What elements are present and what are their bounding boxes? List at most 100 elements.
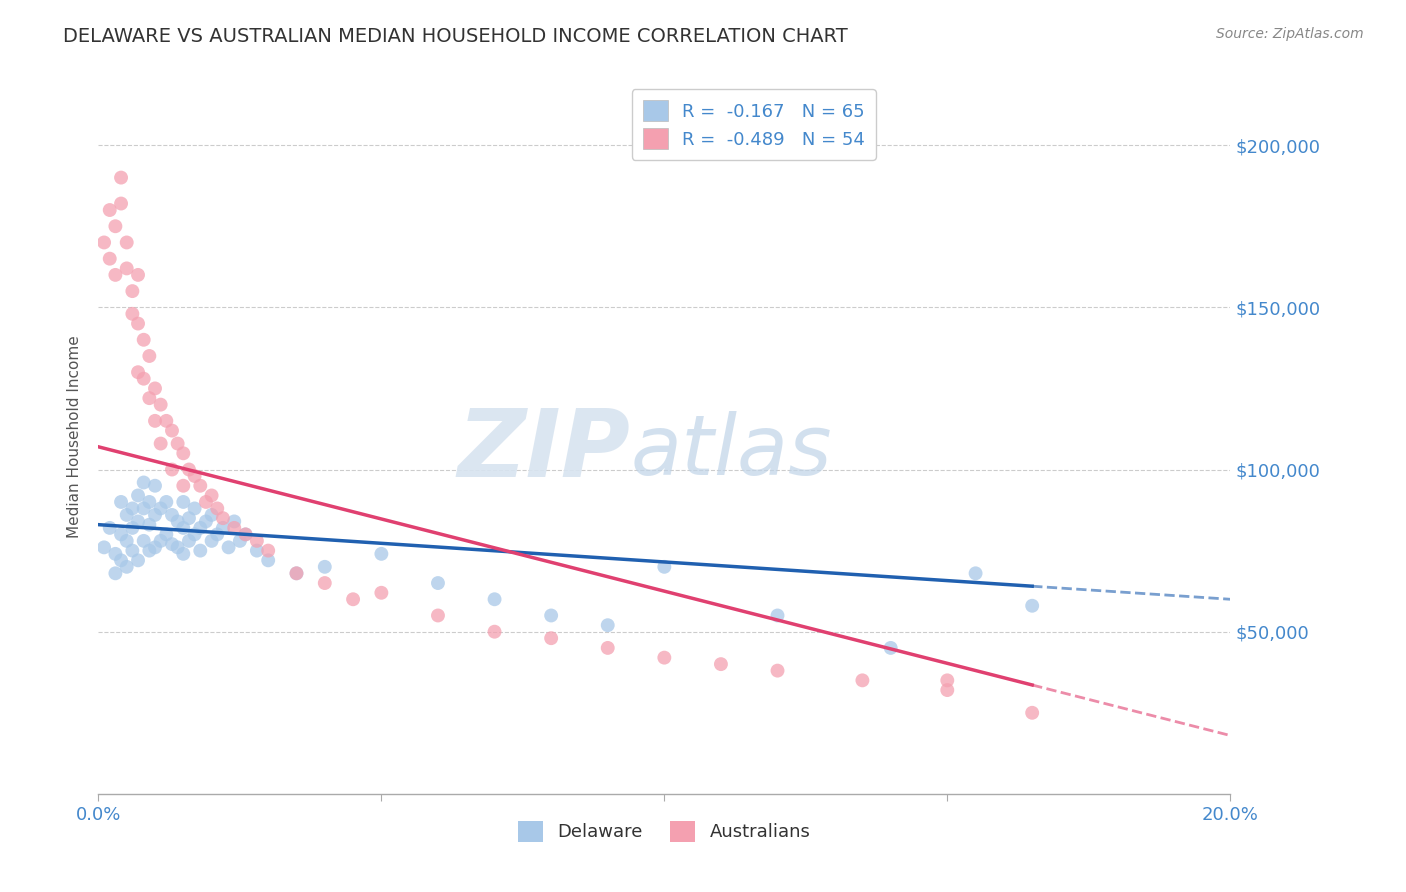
- Point: [1021, 706, 1043, 720]
- Point: [155, 495, 177, 509]
- Text: atlas: atlas: [630, 411, 832, 491]
- Point: [218, 541, 240, 555]
- Point: [149, 501, 172, 516]
- Point: [652, 650, 676, 665]
- Point: [540, 631, 562, 645]
- Point: [207, 501, 229, 516]
- Point: [155, 414, 177, 428]
- Point: [484, 624, 506, 639]
- Point: [166, 515, 188, 529]
- Point: [257, 543, 280, 558]
- Point: [188, 479, 211, 493]
- Point: [160, 424, 183, 438]
- Point: [314, 576, 336, 591]
- Point: [127, 365, 149, 379]
- Point: [596, 618, 619, 632]
- Point: [98, 252, 121, 266]
- Point: [138, 495, 160, 509]
- Point: [121, 284, 143, 298]
- Point: [194, 495, 217, 509]
- Point: [177, 533, 200, 548]
- Point: [314, 559, 336, 574]
- Point: [183, 501, 205, 516]
- Point: [149, 533, 172, 548]
- Point: [183, 469, 205, 483]
- Point: [110, 495, 132, 509]
- Point: [212, 511, 235, 525]
- Point: [235, 527, 257, 541]
- Point: [138, 543, 160, 558]
- Point: [172, 521, 194, 535]
- Point: [138, 391, 160, 405]
- Point: [427, 608, 450, 623]
- Point: [115, 559, 138, 574]
- Point: [155, 527, 177, 541]
- Point: [127, 317, 149, 331]
- Point: [201, 508, 224, 522]
- Point: [93, 235, 115, 250]
- Point: [652, 559, 676, 574]
- Point: [138, 349, 160, 363]
- Point: [880, 640, 903, 655]
- Point: [246, 543, 269, 558]
- Point: [766, 608, 789, 623]
- Point: [115, 508, 138, 522]
- Point: [172, 495, 194, 509]
- Point: [143, 479, 166, 493]
- Point: [370, 547, 392, 561]
- Point: [540, 608, 562, 623]
- Point: [246, 533, 269, 548]
- Point: [1021, 599, 1043, 613]
- Point: [127, 268, 149, 282]
- Point: [104, 547, 127, 561]
- Point: [188, 521, 211, 535]
- Point: [188, 543, 211, 558]
- Point: [121, 543, 143, 558]
- Point: [104, 268, 127, 282]
- Point: [965, 566, 987, 581]
- Point: [149, 436, 172, 450]
- Point: [143, 541, 166, 555]
- Point: [110, 196, 132, 211]
- Point: [160, 537, 183, 551]
- Point: [172, 547, 194, 561]
- Point: [160, 508, 183, 522]
- Point: [121, 501, 143, 516]
- Point: [143, 414, 166, 428]
- Point: [183, 527, 205, 541]
- Point: [285, 566, 308, 581]
- Point: [224, 515, 246, 529]
- Point: [851, 673, 873, 688]
- Point: [166, 541, 188, 555]
- Point: [143, 381, 166, 395]
- Point: [149, 398, 172, 412]
- Point: [115, 533, 138, 548]
- Point: [342, 592, 364, 607]
- Point: [127, 488, 149, 502]
- Point: [132, 501, 155, 516]
- Point: [121, 521, 143, 535]
- Point: [596, 640, 619, 655]
- Point: [115, 261, 138, 276]
- Point: [710, 657, 733, 672]
- Point: [160, 462, 183, 476]
- Point: [257, 553, 280, 567]
- Point: [201, 488, 224, 502]
- Text: ZIP: ZIP: [457, 405, 630, 498]
- Point: [235, 527, 257, 541]
- Point: [110, 553, 132, 567]
- Point: [177, 511, 200, 525]
- Point: [224, 521, 246, 535]
- Point: [104, 219, 127, 234]
- Point: [98, 521, 121, 535]
- Point: [132, 533, 155, 548]
- Point: [427, 576, 450, 591]
- Point: [121, 307, 143, 321]
- Point: [166, 436, 188, 450]
- Text: DELAWARE VS AUSTRALIAN MEDIAN HOUSEHOLD INCOME CORRELATION CHART: DELAWARE VS AUSTRALIAN MEDIAN HOUSEHOLD …: [63, 27, 848, 45]
- Point: [132, 372, 155, 386]
- Point: [194, 515, 217, 529]
- Point: [207, 527, 229, 541]
- Point: [93, 541, 115, 555]
- Point: [285, 566, 308, 581]
